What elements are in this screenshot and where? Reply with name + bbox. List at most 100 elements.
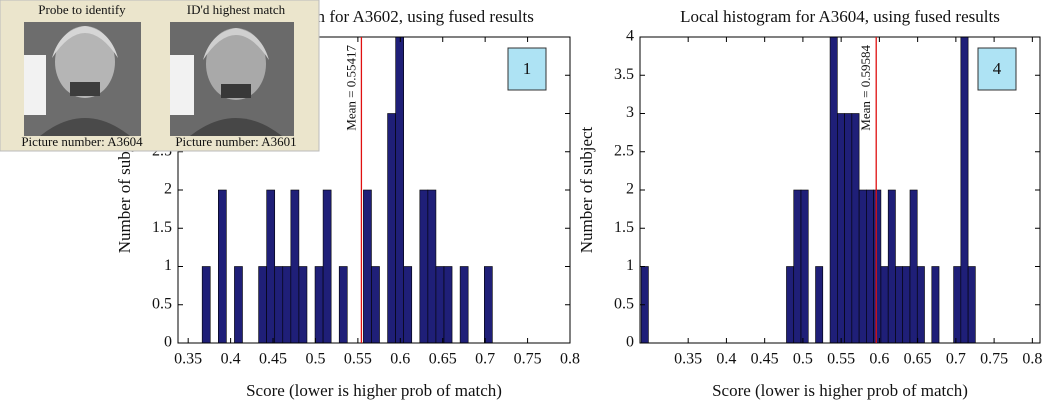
x-tick-label: 0.45 — [259, 351, 287, 368]
x-tick-label: 0.6 — [390, 351, 410, 368]
bar — [844, 113, 853, 344]
bar — [902, 266, 911, 344]
x-tick-label: 0.6 — [869, 351, 889, 368]
bar — [895, 266, 904, 344]
bar — [837, 113, 845, 344]
inset: Probe to identify ID'd highest match Pic… — [0, 0, 320, 152]
y-axis-label: Number of subject — [577, 126, 596, 253]
x-tick-label: 0.65 — [904, 351, 932, 368]
bar — [916, 266, 925, 344]
x-tick-label: 0.55 — [827, 351, 855, 368]
bar — [793, 189, 802, 344]
bar — [322, 189, 332, 344]
probe-caption: Probe to identify — [38, 2, 126, 17]
x-tick-label: 0.5 — [305, 351, 325, 368]
bar — [427, 189, 437, 344]
bar — [218, 189, 227, 344]
bar — [314, 266, 324, 344]
x-tick-label: 0.7 — [946, 351, 966, 368]
chart: Local histogram for A3604, using fused r… — [577, 7, 1042, 400]
bar — [338, 266, 348, 344]
x-tick-label: 0.35 — [174, 351, 202, 368]
x-tick-label: 0.35 — [674, 351, 702, 368]
bar — [858, 189, 867, 344]
plot-frame — [177, 36, 571, 344]
bar — [909, 189, 918, 344]
bar — [290, 189, 300, 344]
bar — [953, 266, 962, 344]
y-tick-label: 3 — [626, 104, 634, 121]
match-number: Picture number: A3601 — [175, 134, 296, 149]
chart: Local histogram for A3602, using fused r… — [115, 7, 580, 400]
bar — [443, 266, 453, 344]
x-tick-label: 0.8 — [1022, 351, 1042, 368]
x-tick-label: 0.7 — [475, 351, 495, 368]
x-axis-label: Score (lower is higher prob of match) — [712, 381, 968, 400]
bar — [266, 189, 276, 344]
panel-label-box — [507, 47, 547, 91]
y-tick-label: 1 — [164, 257, 172, 274]
bar — [967, 266, 976, 344]
mean-label: Mean = 0.55417 — [343, 45, 358, 131]
y-tick-label: 1 — [626, 257, 634, 274]
x-tick-label: 0.8 — [560, 351, 580, 368]
panel-label: 4 — [993, 59, 1002, 78]
bar — [815, 266, 824, 344]
bar — [298, 266, 308, 344]
bar — [363, 189, 372, 344]
match-image — [170, 22, 294, 136]
chart-title: Local histogram for A3604, using fused r… — [680, 7, 1000, 26]
x-tick-label: 0.55 — [344, 351, 372, 368]
bar — [851, 113, 860, 344]
bar — [931, 266, 940, 344]
x-tick-label: 0.4 — [221, 351, 241, 368]
y-tick-label: 0.5 — [614, 295, 634, 312]
bar — [395, 36, 404, 344]
bar — [880, 266, 889, 344]
x-tick-label: 0.75 — [514, 351, 542, 368]
y-tick-label: 1.5 — [614, 219, 634, 236]
bar — [484, 266, 493, 344]
bar — [419, 189, 429, 344]
bar — [403, 266, 413, 344]
bar — [873, 189, 882, 344]
bar — [459, 266, 469, 344]
bar — [960, 36, 969, 344]
y-axis-label: Number of subject — [115, 126, 134, 253]
y-tick-label: 0 — [164, 334, 172, 351]
bar — [435, 266, 445, 344]
plot-frame — [639, 36, 1041, 344]
x-tick-label: 0.5 — [793, 351, 813, 368]
bar — [258, 266, 267, 344]
y-tick-label: 2.5 — [614, 142, 634, 159]
probe-image — [24, 22, 141, 136]
y-tick-label: 4 — [626, 28, 634, 45]
bar — [387, 113, 396, 344]
x-tick-label: 0.4 — [716, 351, 736, 368]
x-tick-label: 0.75 — [980, 351, 1008, 368]
panel-label-box — [977, 47, 1017, 91]
bar — [800, 189, 809, 344]
x-axis-label: Score (lower is higher prob of match) — [246, 381, 502, 400]
match-caption: ID'd highest match — [187, 2, 286, 17]
x-tick-label: 0.65 — [429, 351, 457, 368]
probe-number: Picture number: A3604 — [21, 134, 143, 149]
bar — [866, 189, 874, 344]
y-tick-label: 0 — [626, 334, 634, 351]
bar — [371, 266, 380, 344]
x-tick-label: 0.45 — [751, 351, 779, 368]
bar — [282, 266, 292, 344]
y-tick-label: 2 — [626, 181, 634, 198]
bar — [829, 36, 838, 344]
bar — [201, 266, 211, 344]
panel-label: 1 — [523, 59, 532, 78]
mean-label: Mean = 0.59584 — [858, 45, 873, 131]
y-tick-label: 1.5 — [152, 219, 172, 236]
bar — [887, 189, 896, 344]
y-tick-label: 0.5 — [152, 295, 172, 312]
bar — [274, 266, 284, 344]
y-tick-label: 3.5 — [614, 66, 634, 83]
y-tick-label: 2 — [164, 181, 172, 198]
bar — [234, 266, 243, 344]
